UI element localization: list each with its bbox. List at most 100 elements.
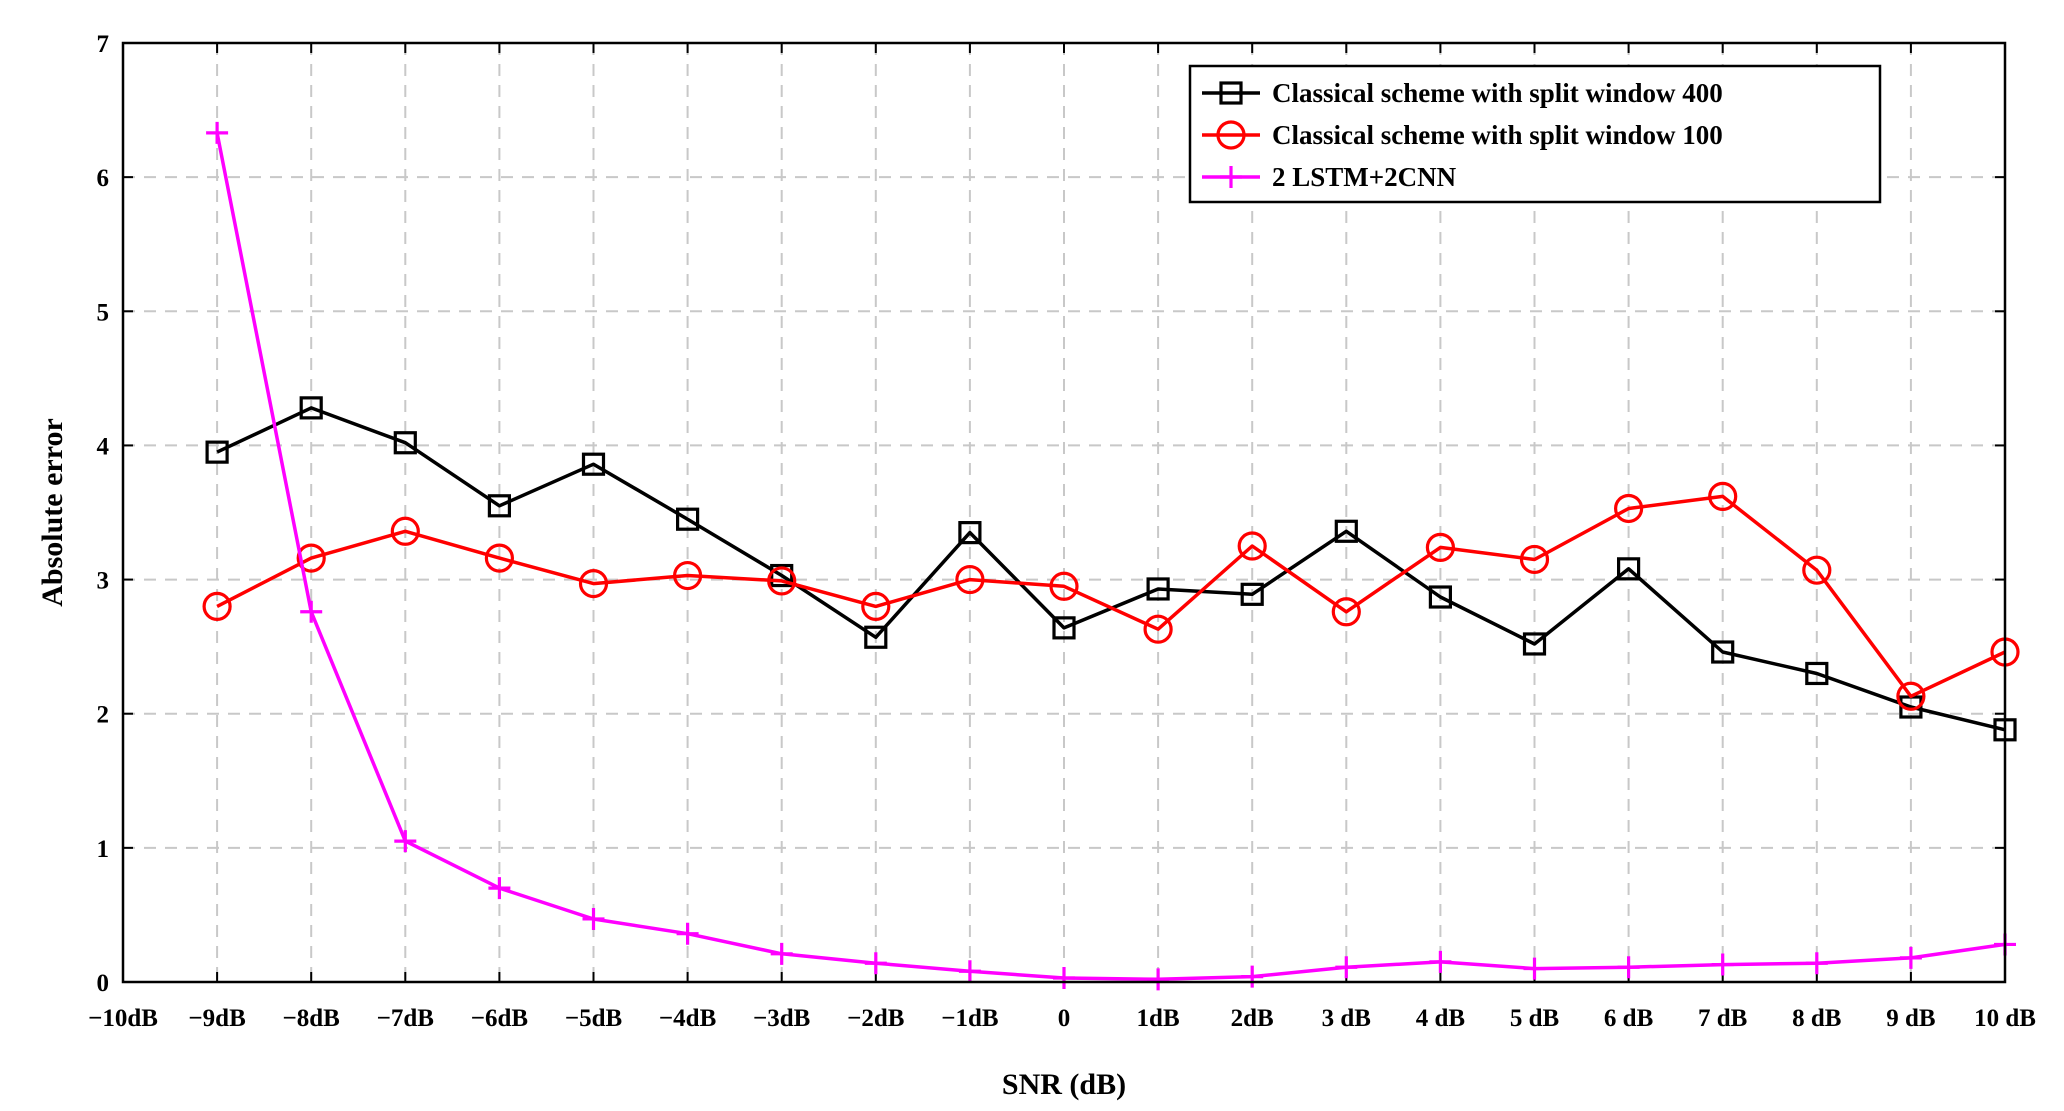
x-tick-label: 1dB xyxy=(1137,1005,1180,1032)
series-3 xyxy=(206,121,2016,991)
y-axis-title: Absolute error xyxy=(36,418,69,607)
data-point-circle xyxy=(767,566,797,596)
data-point-plus xyxy=(770,942,793,965)
data-point-square xyxy=(1052,616,1076,640)
data-point-plus xyxy=(1053,966,1075,989)
data-point-plus xyxy=(488,877,511,900)
data-point-square xyxy=(393,431,417,455)
data-point-square xyxy=(1616,557,1641,581)
legend-label: Classical scheme with split window 400 xyxy=(1272,78,1723,108)
data-point-square xyxy=(1240,582,1264,606)
data-point-square xyxy=(958,521,982,545)
x-tick-label: 8 dB xyxy=(1792,1005,1841,1032)
x-tick-label: 4 dB xyxy=(1416,1005,1465,1032)
series-line xyxy=(216,494,2006,699)
data-point-plus xyxy=(1335,956,1358,979)
data-point-plus xyxy=(1220,166,1242,188)
data-point-plus xyxy=(300,600,323,623)
data-point-plus xyxy=(206,121,229,144)
series-2 xyxy=(202,481,2020,711)
series-line xyxy=(216,406,2006,732)
x-tick-label: 10 dB xyxy=(1974,1005,2036,1032)
data-point-plus xyxy=(1805,952,1828,975)
data-point-plus xyxy=(1523,957,1546,980)
data-point-square xyxy=(1146,577,1170,601)
data-point-circle xyxy=(1331,597,1361,627)
data-point-circle xyxy=(1237,531,1267,561)
legend-label: Classical scheme with split window 100 xyxy=(1272,120,1723,150)
y-tick-label: 6 xyxy=(97,165,110,192)
data-point-plus xyxy=(864,952,887,975)
data-point-plus xyxy=(1899,946,1922,969)
data-point-circle xyxy=(484,543,514,573)
data-point-square xyxy=(770,563,794,588)
data-point-square xyxy=(299,396,323,420)
data-point-circle xyxy=(1708,481,1738,512)
series-line xyxy=(215,132,2006,982)
data-point-circle xyxy=(578,568,609,599)
data-point-plus xyxy=(394,830,417,853)
legend-label: 2 LSTM+2CNN xyxy=(1272,162,1457,192)
x-tick-label: −8dB xyxy=(283,1005,340,1032)
x-tick-label: −5dB xyxy=(565,1005,622,1032)
data-point-square xyxy=(1522,632,1547,656)
x-tick-label: −4dB xyxy=(659,1005,716,1032)
data-point-square xyxy=(1711,640,1735,664)
data-point-circle xyxy=(1143,614,1173,644)
data-point-plus xyxy=(1711,953,1734,976)
data-point-circle xyxy=(672,560,703,591)
y-tick-label: 4 xyxy=(97,433,110,460)
x-tick-label: 7 dB xyxy=(1698,1005,1747,1032)
data-point-circle xyxy=(1613,493,1644,524)
data-point-circle xyxy=(1896,681,1926,711)
data-point-square xyxy=(581,452,606,476)
data-point-square xyxy=(864,625,888,649)
x-tick-label: 0 xyxy=(1058,1005,1071,1032)
data-point-square xyxy=(1219,81,1243,105)
data-point-circle xyxy=(1802,555,1832,585)
x-tick-label: −9dB xyxy=(188,1005,245,1032)
x-tick-label: −7dB xyxy=(377,1005,434,1032)
x-tick-label: 3 dB xyxy=(1322,1005,1371,1032)
x-tick-label: 9 dB xyxy=(1886,1005,1935,1032)
data-point-plus xyxy=(1241,965,1264,988)
legend: Classical scheme with split window 400 Cl… xyxy=(1188,64,1882,204)
data-point-square xyxy=(1428,585,1453,609)
y-tick-label: 1 xyxy=(97,836,110,863)
x-tick-label: 6 dB xyxy=(1604,1005,1653,1032)
data-point-plus xyxy=(676,922,699,945)
data-point-plus xyxy=(1429,950,1452,973)
data-point-circle xyxy=(1425,532,1456,562)
x-tick-label: −3dB xyxy=(753,1005,810,1032)
x-tick-label: −10dB xyxy=(88,1005,158,1032)
data-point-circle xyxy=(296,543,326,573)
data-point-circle xyxy=(861,591,891,622)
y-tick-label: 2 xyxy=(97,702,110,729)
plot-frame xyxy=(121,41,2007,984)
data-point-circle xyxy=(955,564,985,595)
data-point-plus xyxy=(1147,968,1170,991)
x-tick-label: −2dB xyxy=(847,1005,904,1032)
x-axis-title: SNR (dB) xyxy=(1002,1068,1126,1101)
y-tick-label: 7 xyxy=(97,31,110,58)
data-point-square xyxy=(1805,661,1829,686)
data-point-circle xyxy=(202,591,232,622)
data-point-circle xyxy=(1049,571,1079,601)
data-point-plus xyxy=(958,960,981,983)
series-layer xyxy=(202,121,2020,991)
data-point-circle xyxy=(1216,120,1246,150)
data-point-circle xyxy=(1519,544,1550,575)
data-point-circle xyxy=(390,516,420,546)
data-point-square xyxy=(205,440,229,464)
x-tick-label: 5 dB xyxy=(1510,1005,1559,1032)
y-tick-label: 3 xyxy=(97,568,110,595)
data-point-plus xyxy=(582,907,605,930)
data-point-square xyxy=(675,507,700,531)
x-tick-label: −6dB xyxy=(471,1005,528,1032)
data-point-square xyxy=(1334,519,1358,543)
x-tick-label: 2dB xyxy=(1231,1005,1274,1032)
y-tick-label: 0 xyxy=(97,970,110,997)
data-point-square xyxy=(487,494,511,518)
y-tick-label: 5 xyxy=(97,299,110,326)
